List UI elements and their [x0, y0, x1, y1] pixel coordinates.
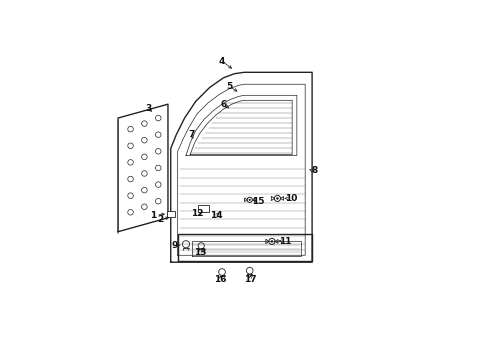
Text: 15: 15 [252, 197, 264, 206]
Text: 8: 8 [312, 166, 318, 175]
Text: 6: 6 [220, 100, 226, 109]
Text: 9: 9 [172, 241, 178, 250]
Text: 14: 14 [210, 211, 223, 220]
Text: 16: 16 [214, 275, 226, 284]
Text: 17: 17 [244, 275, 257, 284]
Text: 3: 3 [146, 104, 152, 113]
Text: 4: 4 [219, 57, 225, 66]
Circle shape [276, 197, 278, 199]
Text: 11: 11 [279, 237, 292, 246]
Circle shape [249, 199, 250, 201]
Text: 1: 1 [150, 211, 157, 220]
FancyBboxPatch shape [198, 205, 209, 212]
Text: 10: 10 [285, 194, 297, 203]
Circle shape [271, 240, 273, 242]
FancyBboxPatch shape [167, 211, 174, 217]
Text: 2: 2 [157, 215, 163, 224]
Text: 12: 12 [191, 209, 203, 218]
Text: 7: 7 [188, 130, 195, 139]
Text: 13: 13 [194, 248, 206, 257]
Text: 5: 5 [226, 82, 232, 91]
